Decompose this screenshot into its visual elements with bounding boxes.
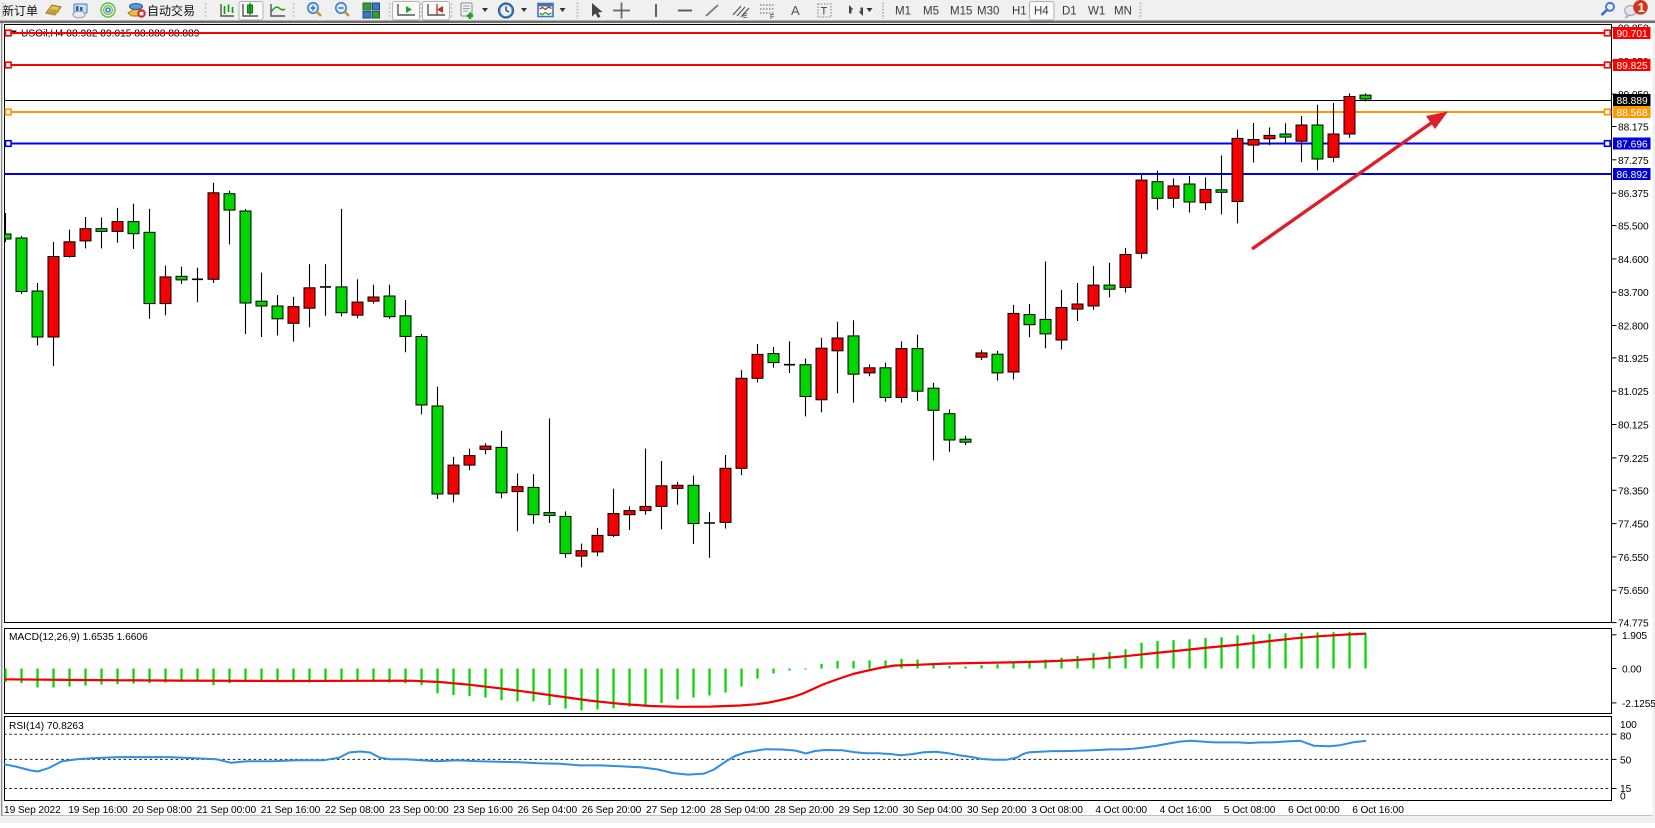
svg-text:H1: H1 xyxy=(1012,6,1027,18)
svg-text:80.125: 80.125 xyxy=(1618,421,1649,432)
svg-text:30 Sep 20:00: 30 Sep 20:00 xyxy=(967,805,1027,816)
svg-text:0: 0 xyxy=(1620,792,1626,803)
svg-text:-2.1255: -2.1255 xyxy=(1622,699,1655,710)
svg-text:0.00: 0.00 xyxy=(1622,665,1642,676)
svg-text:80: 80 xyxy=(1620,732,1632,743)
svg-text:21 Sep 16:00: 21 Sep 16:00 xyxy=(261,805,321,816)
svg-text:26 Sep 20:00: 26 Sep 20:00 xyxy=(582,805,642,816)
svg-text:23 Sep 00:00: 23 Sep 00:00 xyxy=(389,805,449,816)
svg-text:81.025: 81.025 xyxy=(1618,387,1649,398)
svg-text:新订单: 新订单 xyxy=(2,3,38,18)
svg-text:87.275: 87.275 xyxy=(1618,156,1649,167)
svg-text:100: 100 xyxy=(1620,720,1637,731)
svg-text:84.600: 84.600 xyxy=(1618,255,1649,266)
svg-text:82.800: 82.800 xyxy=(1618,322,1649,333)
svg-text:88.568: 88.568 xyxy=(1617,108,1648,119)
svg-text:E: E xyxy=(743,13,748,20)
svg-text:50: 50 xyxy=(1620,755,1632,766)
svg-text:19 Sep 16:00: 19 Sep 16:00 xyxy=(68,805,128,816)
svg-text:6 Oct 16:00: 6 Oct 16:00 xyxy=(1352,805,1404,816)
svg-text:MACD(12,26,9) 1.6535 1.6606: MACD(12,26,9) 1.6535 1.6606 xyxy=(9,632,148,643)
svg-text:75.650: 75.650 xyxy=(1618,586,1649,597)
svg-text:21 Sep 00:00: 21 Sep 00:00 xyxy=(197,805,257,816)
svg-text:90.701: 90.701 xyxy=(1617,29,1648,40)
svg-text:81.925: 81.925 xyxy=(1618,354,1649,365)
svg-text:28 Sep 20:00: 28 Sep 20:00 xyxy=(774,805,834,816)
svg-text:77.450: 77.450 xyxy=(1618,520,1649,531)
svg-text:F: F xyxy=(770,14,774,21)
svg-text:30 Sep 04:00: 30 Sep 04:00 xyxy=(903,805,963,816)
svg-text:6 Oct 00:00: 6 Oct 00:00 xyxy=(1288,805,1340,816)
svg-text:D1: D1 xyxy=(1062,6,1077,18)
svg-text:M30: M30 xyxy=(977,6,999,18)
svg-text:78.350: 78.350 xyxy=(1618,486,1649,497)
svg-text:79.225: 79.225 xyxy=(1618,454,1649,465)
svg-text:4 Oct 00:00: 4 Oct 00:00 xyxy=(1095,805,1147,816)
svg-text:3 Oct 08:00: 3 Oct 08:00 xyxy=(1031,805,1083,816)
svg-text:MN: MN xyxy=(1114,6,1132,18)
svg-text:74.775: 74.775 xyxy=(1618,619,1649,630)
svg-text:26 Sep 04:00: 26 Sep 04:00 xyxy=(518,805,578,816)
svg-text:28 Sep 04:00: 28 Sep 04:00 xyxy=(710,805,770,816)
svg-text:A: A xyxy=(791,3,800,18)
svg-text:23 Sep 16:00: 23 Sep 16:00 xyxy=(453,805,513,816)
svg-text:27 Sep 12:00: 27 Sep 12:00 xyxy=(646,805,706,816)
svg-text:86.892: 86.892 xyxy=(1617,170,1648,181)
svg-text:M15: M15 xyxy=(950,6,972,18)
svg-text:RSI(14) 70.8263: RSI(14) 70.8263 xyxy=(9,721,84,732)
svg-text:22 Sep 08:00: 22 Sep 08:00 xyxy=(325,805,385,816)
svg-text:1.905: 1.905 xyxy=(1622,631,1647,642)
svg-text:M1: M1 xyxy=(895,6,911,18)
svg-text:自动交易: 自动交易 xyxy=(147,3,195,18)
svg-text:20 Sep 08:00: 20 Sep 08:00 xyxy=(132,805,192,816)
svg-text:86.375: 86.375 xyxy=(1618,189,1649,200)
svg-text:89.825: 89.825 xyxy=(1617,61,1648,72)
svg-text:5 Oct 08:00: 5 Oct 08:00 xyxy=(1224,805,1276,816)
svg-text:88.889: 88.889 xyxy=(1617,96,1648,107)
svg-text:29 Sep 12:00: 29 Sep 12:00 xyxy=(839,805,899,816)
svg-text:83.700: 83.700 xyxy=(1618,288,1649,299)
svg-text:W1: W1 xyxy=(1088,6,1105,18)
svg-text:4 Oct 16:00: 4 Oct 16:00 xyxy=(1160,805,1212,816)
svg-text:M5: M5 xyxy=(923,6,939,18)
svg-text:19 Sep 2022: 19 Sep 2022 xyxy=(4,805,61,816)
svg-text:76.550: 76.550 xyxy=(1618,553,1649,564)
svg-text:87.696: 87.696 xyxy=(1617,140,1648,151)
svg-text:T: T xyxy=(821,6,828,18)
svg-text:H4: H4 xyxy=(1034,6,1049,18)
svg-text:1: 1 xyxy=(1638,1,1645,15)
svg-text:85.500: 85.500 xyxy=(1618,222,1649,233)
svg-text:88.175: 88.175 xyxy=(1618,123,1649,134)
